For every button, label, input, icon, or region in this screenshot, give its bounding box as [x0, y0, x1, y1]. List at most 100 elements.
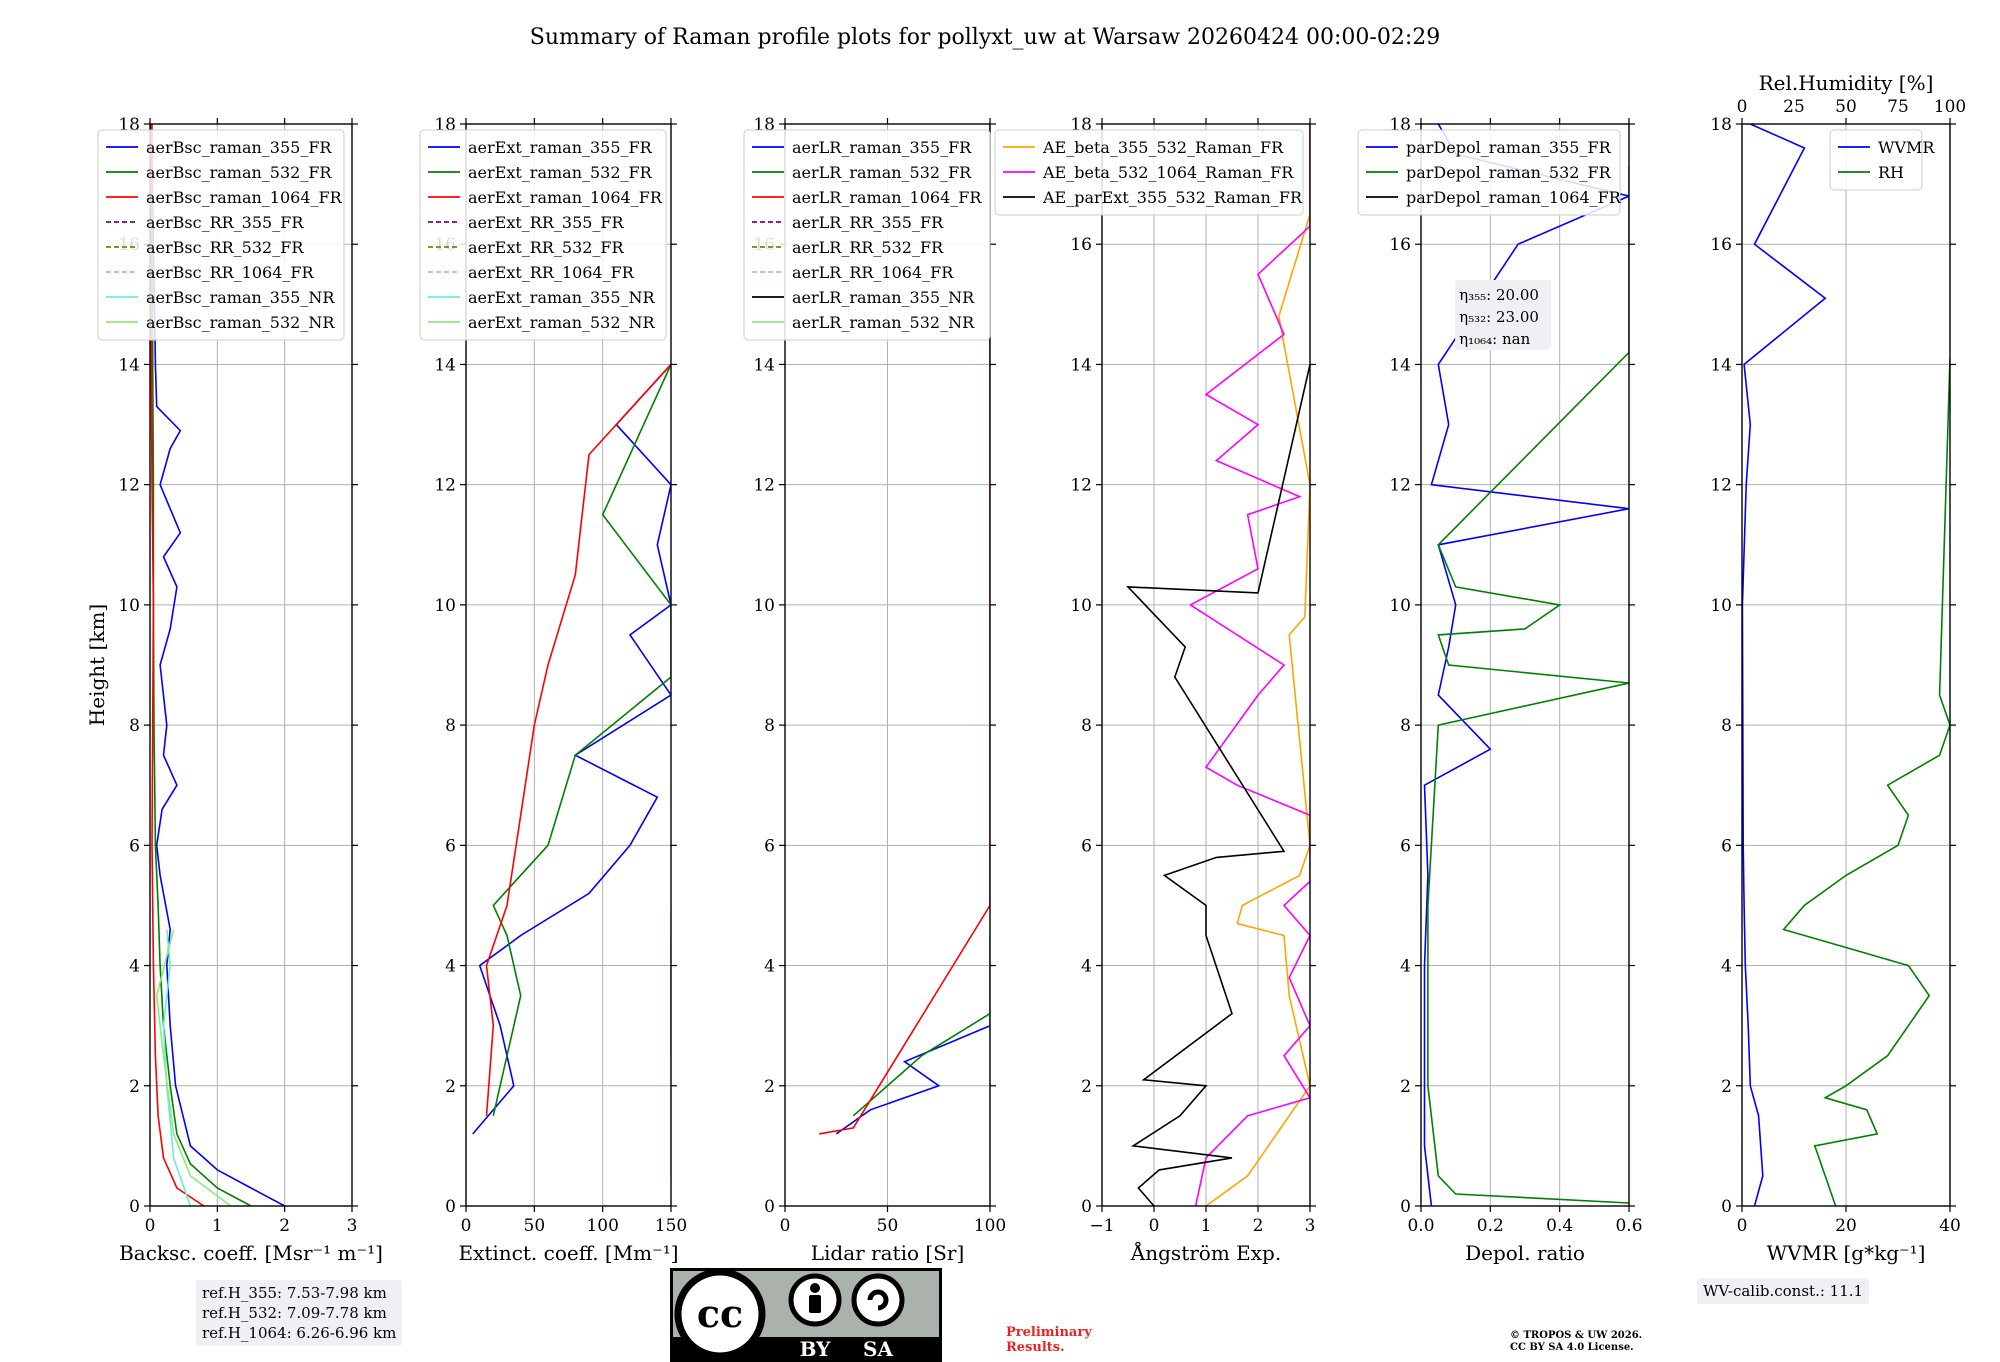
x-tick-label: 0	[145, 1216, 156, 1236]
y-tick-label: 0	[129, 1197, 140, 1217]
eta-annotation-box	[1455, 280, 1552, 350]
y-tick-label: 2	[764, 1077, 775, 1097]
legend-label: aerExt_RR_532_FR	[468, 238, 625, 257]
legend-label: aerLR_raman_1064_FR	[792, 188, 982, 207]
series-aerExt_raman_355_FR	[472, 363, 671, 1135]
y-tick-label: 6	[764, 836, 775, 856]
legend-label: AE_parExt_355_532_Raman_FR	[1042, 188, 1303, 207]
x-axis-label: Depol. ratio	[1465, 1241, 1585, 1265]
y-tick-label: 4	[1400, 957, 1411, 977]
attribution-body	[809, 1295, 821, 1313]
legend-label: AE_beta_355_532_Raman_FR	[1042, 138, 1284, 157]
y-tick-label: 4	[764, 957, 775, 977]
legend-label: aerExt_raman_532_FR	[468, 163, 653, 182]
y-tick-label: 14	[753, 355, 775, 375]
reference-height-box: ref.H_355: 7.53-7.98 km ref.H_532: 7.09-…	[196, 1280, 403, 1346]
series-aerBsc_raman_355_NR	[162, 929, 192, 1206]
wv-calibration-box: WV-calib.const.: 11.1	[1697, 1278, 1870, 1304]
copyright-line-1: © TROPOS & UW 2026.	[1510, 1330, 1643, 1341]
x-tick-label: 0	[1737, 1216, 1748, 1236]
y-tick-label: 0	[445, 1197, 456, 1217]
legend-label: aerLR_raman_532_FR	[792, 163, 972, 182]
panel-lidar_ratio: 024681012141618050100Lidar ratio [Sr]aer…	[743, 115, 1006, 1265]
series-aerExt_raman_1064_FR	[485, 363, 671, 1116]
legend-label: aerBsc_RR_532_FR	[146, 238, 304, 257]
y-tick-label: 16	[1070, 235, 1092, 255]
y-tick-label: 10	[753, 596, 775, 616]
legend-label: parDepol_raman_532_FR	[1406, 163, 1612, 182]
y-tick-label: 10	[1070, 596, 1092, 616]
top-x-tick-label: 25	[1783, 97, 1805, 117]
ref-h-532: ref.H_532: 7.09-7.78 km	[202, 1304, 387, 1322]
axes-frame	[149, 123, 353, 1207]
x-tick-label: 150	[655, 1216, 687, 1236]
legend-box	[994, 129, 1304, 216]
y-tick-label: 2	[1081, 1077, 1092, 1097]
y-tick-label: 12	[434, 476, 456, 496]
legend-label: aerExt_raman_355_FR	[468, 138, 653, 157]
y-tick-label: 16	[1710, 235, 1732, 255]
preliminary-line-2: Results.	[1006, 1340, 1065, 1355]
y-tick-label: 14	[434, 355, 456, 375]
ref-h-1064: ref.H_1064: 6.26-6.96 km	[202, 1324, 397, 1342]
x-tick-label: 0.0	[1407, 1216, 1434, 1236]
top-x-tick-label: 50	[1835, 97, 1857, 117]
y-tick-label: 0	[1081, 1197, 1092, 1217]
y-tick-label: 0	[764, 1197, 775, 1217]
x-tick-label: 0.6	[1615, 1216, 1642, 1236]
y-tick-label: 8	[1081, 716, 1092, 736]
series-aerLR_raman_355_FR	[835, 935, 990, 1135]
wv-calib-const: WV-calib.const.: 11.1	[1703, 1282, 1864, 1300]
y-tick-label: 2	[129, 1077, 140, 1097]
series-aerLR_raman_1064_FR	[819, 124, 990, 1135]
legend-label: aerBsc_raman_355_NR	[146, 288, 335, 307]
series-group	[1742, 124, 1950, 1206]
legend-label: aerBsc_raman_355_FR	[146, 138, 332, 157]
x-tick-label: 0.2	[1477, 1216, 1504, 1236]
y-tick-label: 8	[445, 716, 456, 736]
x-tick-label: 100	[974, 1216, 1006, 1236]
eta-annotation-line: η₁₀₆₄: nan	[1459, 330, 1530, 348]
legend-label: aerLR_RR_355_FR	[792, 213, 944, 232]
legend-label: parDepol_raman_355_FR	[1406, 138, 1612, 157]
x-tick-label: 2	[1253, 1216, 1264, 1236]
sa-label: SA	[863, 1337, 893, 1361]
share-alike-icon	[851, 1273, 905, 1327]
series-parDepol_raman_355_FR	[1423, 124, 1629, 1206]
y-tick-label: 4	[1081, 957, 1092, 977]
axes-frame	[1741, 123, 1951, 1207]
cc-circle-icon	[674, 1268, 766, 1360]
y-tick-label: 18	[1710, 115, 1732, 135]
top-x-tick-label: 0	[1737, 97, 1748, 117]
preliminary-line-1: Preliminary	[1006, 1325, 1092, 1340]
axes-frame	[1420, 123, 1630, 1207]
y-tick-label: 6	[445, 836, 456, 856]
legend-label: aerLR_raman_532_NR	[792, 313, 975, 332]
y-tick-label: 6	[1721, 836, 1732, 856]
share-alike-arrow	[867, 1289, 889, 1311]
y-tick-label: 4	[445, 957, 456, 977]
axes-frame	[1101, 123, 1311, 1207]
legend-label: aerBsc_raman_1064_FR	[146, 188, 343, 207]
y-tick-label: 10	[434, 596, 456, 616]
legend-label: aerLR_raman_355_FR	[792, 138, 972, 157]
series-aerBsc_raman_355_FR	[150, 124, 286, 1206]
series-aerExt_raman_532_FR	[492, 364, 671, 1116]
y-tick-label: 8	[129, 716, 140, 736]
x-tick-label: 0	[780, 1216, 791, 1236]
series-AE_parExt_355_532_Raman_FR	[1126, 364, 1310, 1206]
legend-label: aerBsc_RR_1064_FR	[146, 263, 315, 282]
x-axis-label: Extinct. coeff. [Mm⁻¹]	[458, 1241, 678, 1265]
series-AE_beta_355_532_Raman_FR	[1205, 124, 1310, 1206]
legend-label: aerExt_raman_1064_FR	[468, 188, 663, 207]
y-tick-label: 8	[764, 716, 775, 736]
legend-box	[97, 129, 345, 341]
panel-backscatter: 0246810121416180123Backsc. coeff. [Msr⁻¹…	[85, 115, 383, 1265]
eta-annotation-line: η₃₅₅: 20.00	[1459, 286, 1539, 304]
y-tick-label: 0	[1721, 1197, 1732, 1217]
x-tick-label: 2	[279, 1216, 290, 1236]
y-tick-label: 0	[1400, 1197, 1411, 1217]
by-label: BY	[800, 1337, 832, 1361]
